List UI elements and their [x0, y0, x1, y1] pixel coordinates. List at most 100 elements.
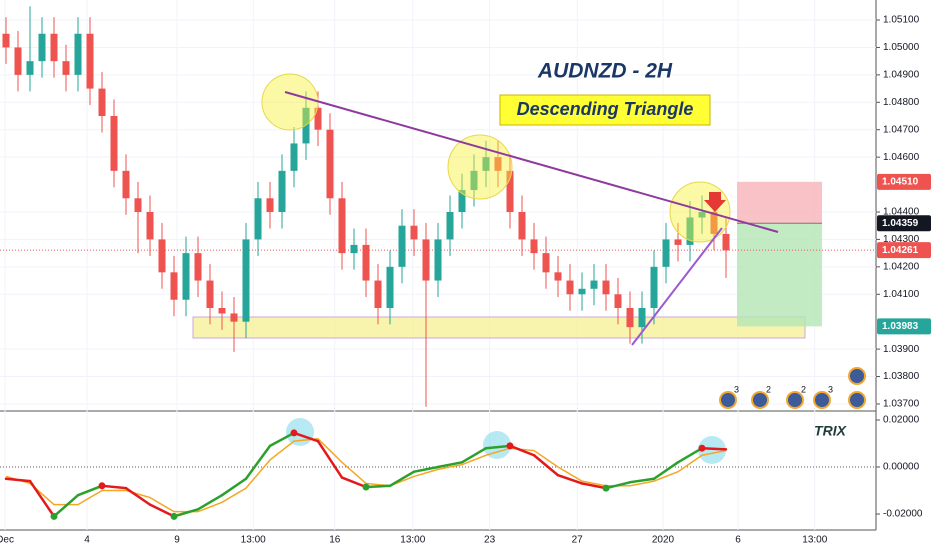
- candle-body: [278, 170, 286, 212]
- candle-body: [314, 107, 322, 130]
- trix-segment: [436, 461, 464, 469]
- candle-body: [590, 280, 598, 289]
- x-tick-label: 9: [174, 535, 180, 546]
- turn-dot: [98, 482, 106, 490]
- y-tick-label: 1.05100: [883, 15, 920, 26]
- candle-body: [686, 217, 694, 245]
- trix-segment: [532, 454, 560, 477]
- candle-body: [98, 88, 106, 117]
- candle-body: [578, 288, 586, 295]
- candle-body: [374, 280, 382, 308]
- candle-body: [62, 61, 70, 75]
- event-count: 3: [734, 384, 739, 394]
- x-tick-label: 2020: [652, 535, 675, 546]
- turn-dot: [602, 484, 610, 492]
- trix-segment: [604, 481, 632, 490]
- turn-dot: [50, 512, 58, 520]
- candle-body: [518, 211, 526, 240]
- candle-body: [542, 253, 550, 273]
- price-tag: [877, 242, 931, 259]
- highlight-circle: [669, 181, 731, 243]
- price-tag-label: 1.04359: [882, 218, 919, 229]
- candle-body: [110, 116, 118, 171]
- x-tick-label: 16: [329, 535, 341, 546]
- trix-segment: [196, 493, 224, 511]
- candle-body: [302, 107, 310, 144]
- candle-body: [254, 198, 262, 240]
- candle-body: [14, 47, 22, 75]
- trix-segment: [412, 465, 440, 473]
- candle-body: [50, 33, 58, 62]
- y-tick-label: 1.04100: [883, 289, 920, 300]
- turn-dot: [170, 512, 178, 520]
- y-tick-label: 0.02000: [883, 415, 920, 426]
- indicator-highlight: [286, 418, 314, 446]
- candle-body: [38, 33, 46, 62]
- candle-body: [458, 190, 466, 212]
- candle-body: [638, 307, 646, 328]
- trix-segment: [340, 476, 368, 489]
- event-count: 2: [766, 384, 771, 394]
- trix-segment: [316, 439, 344, 479]
- trix-segment: [244, 444, 272, 481]
- event-count: 3: [828, 384, 833, 394]
- x-tick-label: 13:00: [400, 535, 425, 546]
- candle-body: [134, 198, 142, 212]
- candle-body: [218, 307, 226, 314]
- turn-dot: [506, 442, 514, 450]
- y-tick-label: 1.03800: [883, 371, 920, 382]
- candle-body: [722, 233, 730, 251]
- x-tick-label: 4: [84, 535, 90, 546]
- candle-body: [26, 61, 34, 75]
- candle-body: [698, 211, 706, 218]
- trix-segment: [700, 446, 728, 451]
- x-tick-label: 23: [484, 535, 496, 546]
- candle-body: [2, 33, 10, 48]
- x-tick-label: 6: [735, 535, 741, 546]
- price-tag-label: 1.04261: [882, 245, 919, 256]
- event-count: 2: [801, 384, 806, 394]
- trix-pane: [0, 429, 876, 520]
- candle-body: [194, 253, 202, 281]
- y-tick-label: 1.03700: [883, 399, 920, 410]
- trix-segment: [52, 493, 80, 518]
- trix-segment: [364, 484, 392, 489]
- trix-segment: [292, 431, 320, 443]
- highlight-circle: [261, 73, 319, 131]
- trix-segment: [460, 446, 488, 464]
- candle-body: [146, 211, 154, 240]
- candle-body: [422, 239, 430, 281]
- candle-body: [398, 225, 406, 267]
- candle-body: [170, 272, 178, 300]
- indicator-label: TRIX: [814, 423, 848, 439]
- price-tag: [877, 318, 931, 335]
- candle-body: [506, 170, 514, 212]
- candle-body: [362, 244, 370, 281]
- candle-body: [290, 143, 298, 171]
- trix-segment: [628, 477, 656, 484]
- candle-body: [338, 198, 346, 254]
- chart-title: AUDNZD - 2H: [537, 60, 673, 83]
- y-tick-label: 1.04900: [883, 70, 920, 81]
- candle-body: [350, 244, 358, 254]
- candle-body: [410, 225, 418, 240]
- pattern-box: [499, 94, 711, 126]
- candle-body: [530, 239, 538, 254]
- candle-body: [182, 253, 190, 300]
- down-arrow: [704, 192, 726, 212]
- price-tag: [877, 215, 931, 232]
- candle-body: [710, 211, 718, 234]
- indicator-highlight: [698, 436, 726, 464]
- trix-segment: [556, 473, 584, 485]
- trix-segment: [124, 486, 152, 506]
- x-tick-label: Dec: [0, 535, 14, 546]
- trix-segment: [4, 477, 32, 483]
- trix-segment: [580, 482, 608, 490]
- event-icon: [848, 367, 866, 385]
- trix-segment: [676, 446, 704, 464]
- candle-body: [386, 266, 394, 308]
- trix-segment: [148, 503, 176, 518]
- turn-dot: [290, 429, 298, 437]
- axes: 1.05100 1.05000 1.04900 1.04800 1.04700 1.046…: [0, 15, 931, 546]
